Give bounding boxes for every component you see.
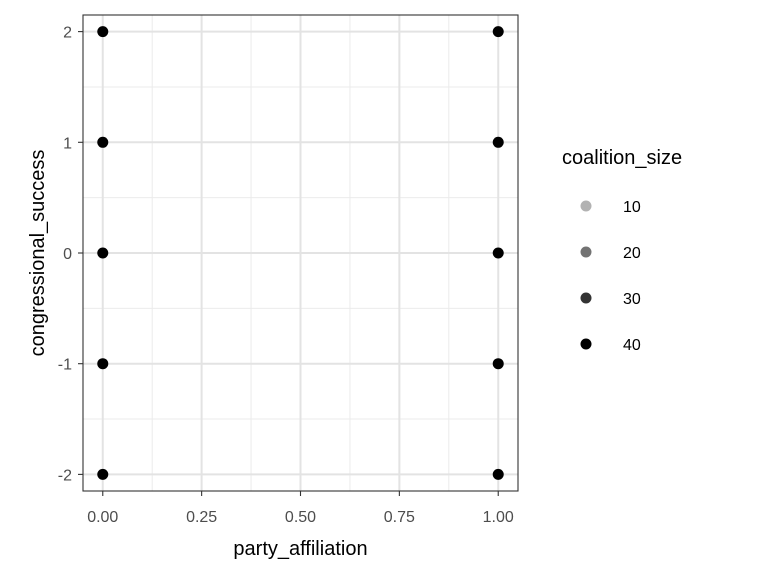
data-point	[97, 136, 109, 148]
legend: coalition_size 10 20 30 40	[562, 147, 682, 354]
x-tick-label: 0.50	[285, 509, 316, 526]
legend-title: coalition_size	[562, 147, 682, 169]
data-point	[97, 26, 109, 38]
data-point	[492, 247, 504, 259]
x-axis-title: party_affiliation	[233, 538, 367, 560]
data-point	[97, 468, 109, 480]
y-tick-label: 2	[63, 25, 72, 42]
y-tick-label: -2	[58, 467, 72, 484]
axis-tick-labels: 0.00 0.25 0.50 0.75 1.00 -2 -1 0 1 2	[58, 25, 514, 526]
legend-key-30	[580, 292, 592, 304]
legend-label-30: 30	[623, 291, 641, 308]
data-point	[492, 136, 504, 148]
data-point	[97, 247, 109, 259]
y-tick-label: -1	[58, 357, 72, 374]
legend-key-10	[580, 200, 592, 212]
data-point	[492, 26, 504, 38]
data-point	[492, 358, 504, 370]
x-tick-label: 0.75	[384, 509, 415, 526]
data-point	[492, 468, 504, 480]
axis-ticks	[78, 31, 499, 496]
legend-label-10: 10	[623, 199, 641, 216]
legend-label-40: 40	[623, 337, 641, 354]
data-point	[97, 358, 109, 370]
y-tick-label: 1	[63, 135, 72, 152]
x-tick-label: 0.25	[186, 509, 217, 526]
legend-key-40	[580, 338, 592, 350]
x-tick-label: 1.00	[483, 509, 514, 526]
y-axis-title: congressional_success	[27, 150, 49, 357]
legend-key-20	[580, 246, 592, 258]
gridlines	[83, 15, 518, 491]
x-tick-label: 0.00	[87, 509, 118, 526]
legend-label-20: 20	[623, 245, 641, 262]
y-tick-label: 0	[63, 246, 72, 263]
data-points	[97, 26, 504, 480]
